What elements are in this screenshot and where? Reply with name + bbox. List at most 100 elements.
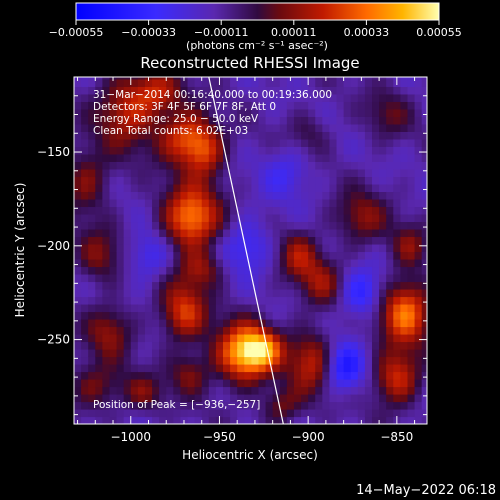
heatmap-cell — [265, 198, 274, 208]
heatmap-cell — [336, 168, 345, 178]
heatmap-cell — [194, 281, 203, 290]
heatmap-cell — [215, 273, 224, 283]
heatmap-cell — [308, 191, 316, 200]
heatmap-cell — [301, 206, 309, 215]
heatmap-cell — [393, 273, 401, 283]
heatmap-cell — [74, 371, 82, 380]
heatmap-cell — [173, 378, 182, 388]
heatmap-cell — [421, 348, 427, 358]
heatmap-cell — [301, 161, 309, 170]
heatmap-cell — [95, 183, 103, 193]
heatmap-cell — [286, 146, 295, 155]
heatmap-cell — [343, 236, 352, 245]
heatmap-cell — [180, 168, 189, 178]
heatmap-cell — [265, 138, 274, 147]
heatmap-cell — [293, 168, 302, 178]
heatmap-cell — [407, 311, 416, 320]
heatmap-cell — [364, 311, 373, 320]
heatmap-cell — [293, 356, 302, 365]
heatmap-cell — [201, 168, 210, 178]
heatmap-cell — [293, 191, 302, 200]
heatmap-cell — [372, 303, 380, 313]
heatmap-cell — [237, 371, 245, 380]
heatmap-cell — [123, 273, 132, 283]
heatmap-cell — [251, 183, 260, 193]
heatmap-cell — [95, 221, 103, 230]
heatmap-cell — [301, 356, 309, 365]
heatmap-cell — [272, 296, 281, 305]
heatmap-cell — [230, 228, 238, 238]
heatmap-cell — [286, 206, 295, 215]
heatmap-cell — [279, 153, 288, 162]
heatmap-cell — [322, 138, 331, 147]
heatmap-cell — [116, 198, 125, 208]
heatmap-cell — [137, 78, 146, 87]
heatmap-cell — [251, 401, 260, 410]
heatmap-cell — [137, 161, 146, 170]
heatmap-cell — [258, 206, 267, 215]
heatmap-cell — [364, 116, 373, 125]
heatmap-cell — [180, 356, 189, 365]
heatmap-cell — [315, 326, 323, 335]
heatmap-cell — [372, 93, 380, 102]
heatmap-cell — [223, 78, 231, 87]
heatmap-cell — [386, 341, 394, 350]
heatmap-cell — [130, 311, 139, 320]
heatmap-cell — [95, 408, 103, 418]
heatmap-cell — [137, 333, 146, 343]
heatmap-cell — [81, 281, 89, 290]
heatmap-cell — [201, 138, 210, 147]
heatmap-cell — [364, 273, 373, 283]
heatmap-cell — [386, 363, 394, 373]
heatmap-cell — [102, 311, 111, 320]
heatmap-cell — [88, 311, 96, 320]
heatmap-cell — [130, 236, 139, 245]
heatmap-cell — [230, 213, 238, 223]
heatmap-cell — [81, 243, 89, 253]
heatmap-cell — [414, 243, 423, 253]
heatmap-cell — [421, 198, 427, 208]
heatmap-cell — [95, 236, 103, 245]
heatmap-cell — [400, 258, 409, 268]
heatmap-cell — [173, 363, 182, 373]
heatmap-cell — [315, 228, 323, 238]
heatmap-cell — [166, 258, 174, 268]
heatmap-cell — [194, 161, 203, 170]
heatmap-cell — [166, 371, 174, 380]
heatmap-cell — [258, 318, 267, 328]
heatmap-cell — [336, 363, 345, 373]
heatmap-cell — [372, 326, 380, 335]
heatmap-cell — [187, 108, 196, 117]
heatmap-cell — [393, 288, 401, 298]
heatmap-cell — [350, 243, 359, 253]
heatmap-cell — [386, 416, 394, 424]
heatmap-cell — [293, 161, 302, 170]
heatmap-cell — [379, 296, 387, 305]
heatmap-cell — [102, 356, 111, 365]
heatmap-cell — [343, 198, 352, 208]
heatmap-cell — [223, 311, 231, 320]
heatmap-cell — [173, 183, 182, 193]
heatmap-cell — [350, 198, 359, 208]
heatmap-cell — [258, 101, 267, 110]
heatmap-cell — [265, 318, 274, 328]
heatmap-cell — [159, 77, 167, 80]
heatmap-cell — [336, 213, 345, 223]
heatmap-cell — [414, 326, 423, 335]
heatmap-cell — [386, 273, 394, 283]
heatmap-cell — [379, 176, 387, 185]
heatmap-cell — [95, 296, 103, 305]
heatmap-cell — [237, 236, 245, 245]
heatmap-cell — [386, 138, 394, 147]
heatmap-cell — [414, 108, 423, 117]
heatmap-cell — [372, 281, 380, 290]
heatmap-cell — [201, 363, 210, 373]
heatmap-cell — [364, 131, 373, 140]
heatmap-cell — [329, 333, 338, 343]
heatmap-cell — [237, 93, 245, 102]
heatmap-cell — [74, 243, 82, 253]
heatmap-cell — [194, 333, 203, 343]
heatmap-cell — [137, 176, 146, 185]
heatmap-cell — [152, 93, 160, 102]
heatmap-cell — [130, 273, 139, 283]
